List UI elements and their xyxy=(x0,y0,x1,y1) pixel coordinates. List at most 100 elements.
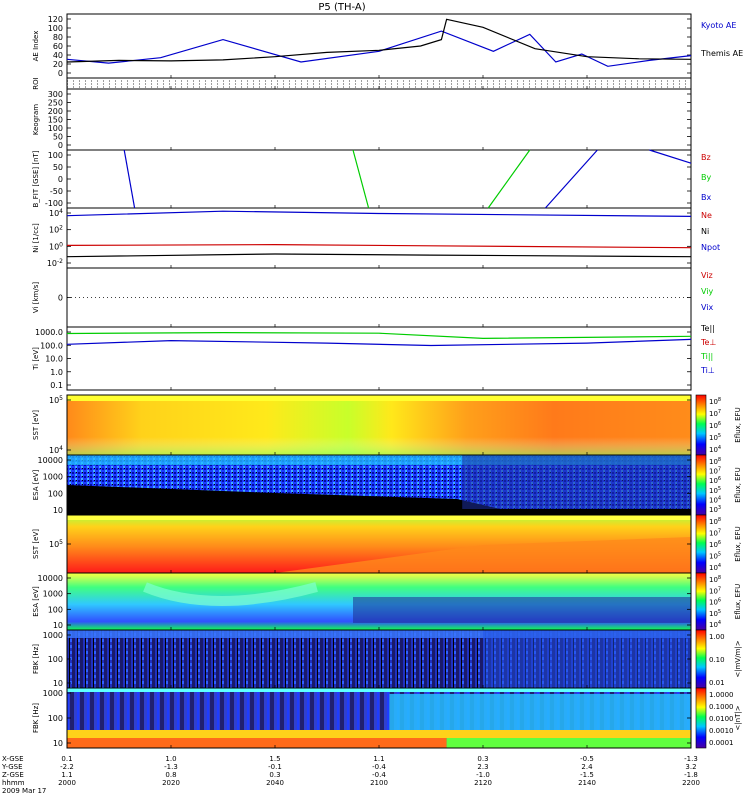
fbk1-late-region xyxy=(483,630,691,688)
series-line xyxy=(66,243,692,249)
panels-group: AE Index120100806040200ROIKeogram3002502… xyxy=(32,13,742,749)
colorbar-tick-label: 106 xyxy=(709,476,721,485)
y-axis-label: Vi [km/s] xyxy=(32,282,40,313)
y-axis-label: Keogram xyxy=(32,104,40,135)
colorbar-tick-label: 104 xyxy=(709,495,721,504)
legend-entry: By xyxy=(701,173,711,182)
y-tick-label: 1.0 xyxy=(50,368,63,377)
footer-value: 3.2 xyxy=(685,763,696,771)
legend-entry: Te⊥ xyxy=(700,338,716,347)
y-axis-label: ESA [eV] xyxy=(32,586,40,617)
esa2-late-region xyxy=(353,597,691,623)
y-tick-label: -50 xyxy=(50,187,63,196)
colorbar-tick-label: 0.0010 xyxy=(709,727,734,735)
footer-value: -1.3 xyxy=(684,755,698,763)
colorbar-tick-label: 104 xyxy=(709,445,721,454)
colorbar-tick-label: 105 xyxy=(709,433,721,442)
y-tick-label: 105 xyxy=(49,539,63,549)
colorbar-tick-label: 0.10 xyxy=(709,656,725,664)
legend-entry: Kyoto AE xyxy=(701,21,736,30)
colorbar-tick-label: 105 xyxy=(709,486,721,495)
colorbar-tick-label: 0.0001 xyxy=(709,739,734,747)
footer-value: -1.8 xyxy=(684,771,698,779)
footer-value: -0.5 xyxy=(580,755,594,763)
y-tick-label: 100 xyxy=(49,241,63,251)
y-axis-label: AE Index xyxy=(32,31,40,62)
footer-row-label: Y-GSE xyxy=(1,763,23,771)
legend-entry: Viz xyxy=(701,271,713,280)
colorbar-label: <|nT|> xyxy=(734,705,742,730)
colorbar xyxy=(695,454,707,516)
sst1-shade xyxy=(67,395,691,455)
footer-date: 2009 Mar 17 xyxy=(2,787,46,795)
panel-frame xyxy=(66,207,692,269)
footer-row-label: Z-GSE xyxy=(2,771,24,779)
colorbar-tick-label: 104 xyxy=(709,563,721,572)
colorbar-tick-label: 105 xyxy=(709,609,721,618)
footer-value: 1.1 xyxy=(61,771,72,779)
y-tick-label: 20 xyxy=(53,60,63,69)
y-tick-label: 100 xyxy=(48,605,63,614)
y-tick-label: 1000.0 xyxy=(35,328,63,337)
y-tick-label: 0 xyxy=(58,141,63,150)
colorbar-tick-label: 0.0100 xyxy=(709,715,734,723)
footer-value: -0.4 xyxy=(372,763,386,771)
y-tick-label: 0 xyxy=(58,175,63,184)
legend-entry: Ni xyxy=(701,227,709,236)
footer-value: 2000 xyxy=(58,779,76,787)
fbk2-top-band xyxy=(67,688,691,692)
legend-entry: Viy xyxy=(701,287,714,296)
legend-entry: Te|| xyxy=(700,324,715,333)
y-tick-label: 80 xyxy=(53,33,63,42)
y-tick-label: 10 xyxy=(53,621,63,630)
footer-value: -0.1 xyxy=(268,763,282,771)
y-tick-label: 1000 xyxy=(43,590,63,599)
y-tick-label: 10000 xyxy=(38,574,63,583)
legend-entry: Bx xyxy=(701,193,711,202)
y-tick-label: 200 xyxy=(48,107,63,116)
y-tick-label: 104 xyxy=(49,208,63,218)
y-tick-label: 100 xyxy=(48,24,63,33)
y-tick-label: 10.0 xyxy=(45,355,63,364)
footer-value: 2020 xyxy=(162,779,180,787)
y-tick-label: 104 xyxy=(49,445,63,455)
y-tick-label: 102 xyxy=(49,225,63,235)
footer-value: 2140 xyxy=(578,779,596,787)
legend-entry: Npot xyxy=(701,243,720,252)
plot-overlays: Kyoto AE Themis AE Bz By Bx Ne Ni Npot Viz Viy Vix… xyxy=(1,18,743,795)
footer-value: -1.3 xyxy=(164,763,178,771)
footer-value: -1.5 xyxy=(580,771,594,779)
colorbar-label: Eflux, EFU xyxy=(734,526,742,561)
y-tick-label: 100 xyxy=(48,714,63,723)
y-tick-label: 0 xyxy=(58,294,63,303)
series-line xyxy=(487,149,531,209)
footer-value: 1.0 xyxy=(165,755,176,763)
footer-value: 1.5 xyxy=(269,755,280,763)
y-axis-label: Ti [eV] xyxy=(32,347,40,371)
sst2-late-region xyxy=(275,537,691,573)
y-axis-label: ESA [eV] xyxy=(32,469,40,500)
y-tick-label: 150 xyxy=(48,116,63,125)
y-tick-label: 40 xyxy=(53,51,63,60)
colorbar-tick-label: 108 xyxy=(709,575,721,584)
fbk2-green-band xyxy=(446,738,691,748)
footer-value: 2.3 xyxy=(477,763,488,771)
panel-frame xyxy=(66,149,692,209)
y-tick-label: 100 xyxy=(48,124,63,133)
colorbar-tick-label: 107 xyxy=(709,529,721,538)
esa2-arc xyxy=(143,582,318,606)
series-line xyxy=(66,331,692,340)
y-axis-label: ROI xyxy=(32,77,40,89)
footer-row-label: hhmm xyxy=(2,779,25,787)
y-axis-label: FBK [Hz] xyxy=(32,703,40,733)
y-tick-label: 10000 xyxy=(38,456,63,465)
y-axis-label: FBK [Hz] xyxy=(32,644,40,674)
footer-value: 2100 xyxy=(370,779,388,787)
y-tick-label: 105 xyxy=(49,395,63,405)
y-tick-label: 10 xyxy=(53,679,63,688)
legend-entry: Ti⊥ xyxy=(700,366,715,375)
footer-row-label: X-GSE xyxy=(2,755,24,763)
colorbar-tick-label: 104 xyxy=(709,620,721,629)
series-line xyxy=(352,149,370,209)
